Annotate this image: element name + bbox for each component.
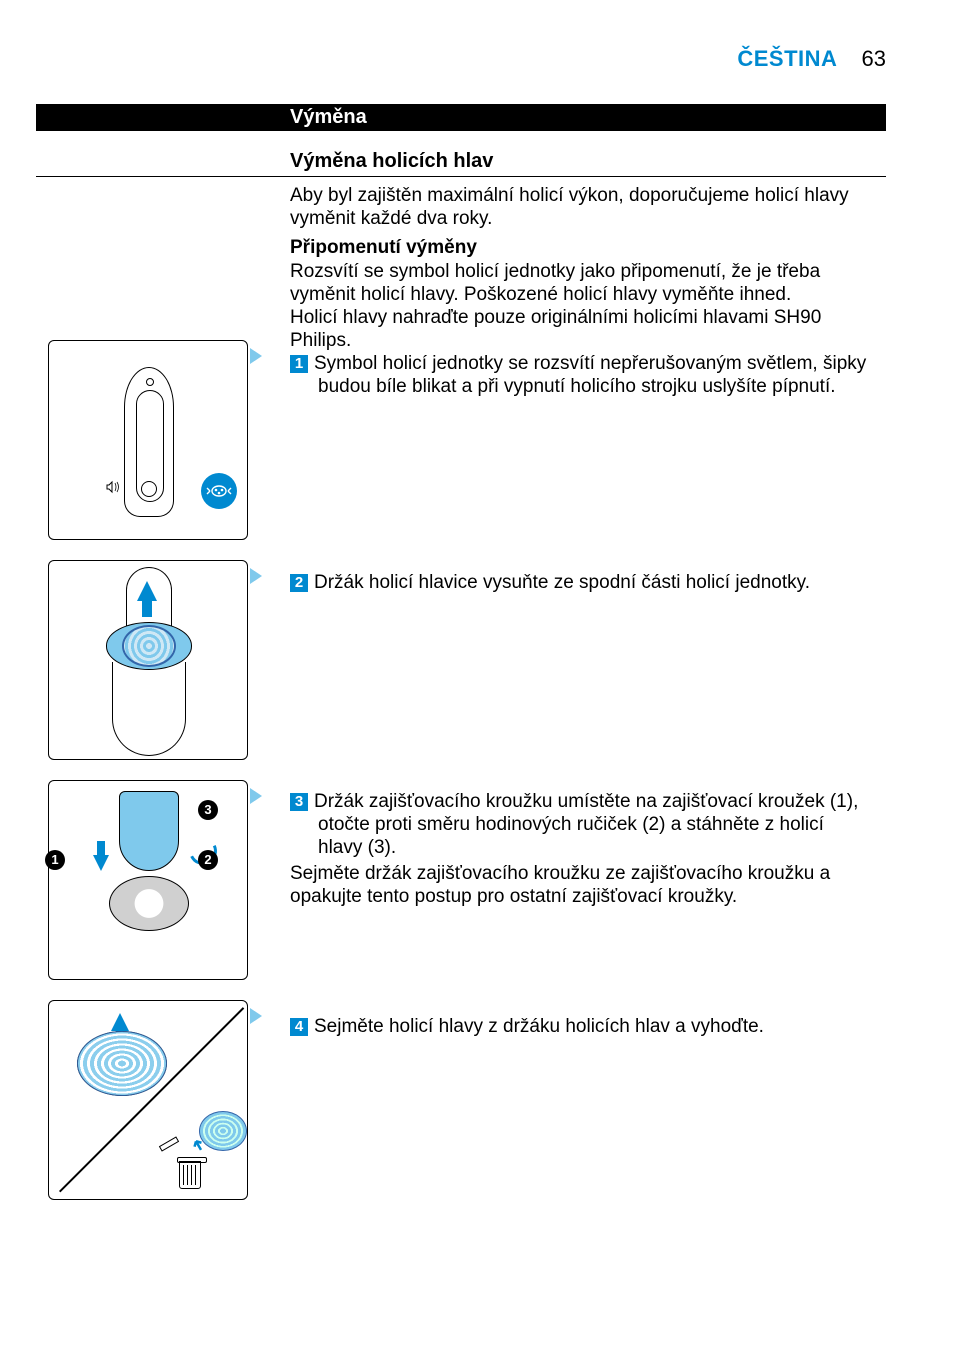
callout-3: 3 [198, 800, 218, 820]
step-1-text-b: budou bíle blikat a při vypnutí holicího… [290, 375, 886, 398]
reminder-heading: Připomenutí výměny [290, 237, 477, 259]
figure-1-pointer-icon [250, 348, 262, 364]
retaining-ring-icon [109, 876, 189, 931]
step-number-4: 4 [290, 1018, 308, 1036]
figure-3 [48, 780, 248, 980]
step-number-1: 1 [290, 355, 308, 373]
figure-4 [48, 1000, 248, 1200]
reminder-line2: Holicí hlavy nahraďte pouze originálními… [290, 307, 821, 351]
step-4: 4 Sejměte holicí hlavy z držáku holicích … [290, 1015, 886, 1038]
step-1: 1 Symbol holicí jednotky se rozsvítí nepř… [290, 352, 886, 398]
shaving-unit-mini-icon [141, 481, 157, 497]
figure-4-pointer-icon [250, 1008, 262, 1024]
arrow-up-icon [137, 581, 157, 601]
section-title: Výměna [290, 104, 367, 131]
component-icon [159, 1136, 179, 1151]
figure-2-pointer-icon [250, 568, 262, 584]
trash-lines-icon [183, 1165, 197, 1185]
shaving-unit-icon [201, 473, 237, 509]
ring-holder-tool-icon [119, 791, 179, 871]
section-bar [36, 104, 886, 131]
reminder-body: Rozsvítí se symbol holicí jednotky jako … [290, 260, 886, 352]
step-3-text-b: otočte proti směru hodinových ručiček (2… [290, 813, 886, 836]
language-label: ČEŠTINA [737, 46, 837, 71]
callout-2: 2 [198, 850, 218, 870]
shaving-head-ring-icon [77, 1031, 167, 1096]
sound-icon [105, 479, 121, 498]
page-header: ČEŠTINA 63 [737, 46, 886, 72]
diagonal-divider-icon [59, 1007, 244, 1192]
step-2: 2 Držák holicí hlavice vysuňte ze spodní … [290, 571, 886, 594]
arrow-down-small-icon [187, 1133, 207, 1153]
step-number-3: 3 [290, 793, 308, 811]
step-3-text-a: Držák zajišťovacího kroužku umístěte na … [314, 791, 858, 812]
subsection-title: Výměna holicích hlav [290, 150, 493, 173]
step-4-text: Sejměte holicí hlavy z držáku holicích h… [314, 1016, 764, 1037]
step-3: 3 Držák zajišťovacího kroužku umístěte na… [290, 790, 886, 859]
reminder-line1: Rozsvítí se symbol holicí jednotky jako … [290, 261, 820, 305]
page-number: 63 [862, 46, 886, 71]
step-2-text: Držák holicí hlavice vysuňte ze spodní č… [314, 572, 810, 593]
power-icon [146, 378, 154, 386]
step-3-extra: Sejměte držák zajišťovacího kroužku ze z… [290, 862, 886, 908]
arrow-up-stem-icon [142, 599, 152, 617]
arrow-down-icon [93, 855, 109, 871]
step-number-2: 2 [290, 574, 308, 592]
divider [36, 176, 886, 177]
intro-text: Aby byl zajištěn maximální holicí výkon,… [290, 184, 886, 230]
figure-1 [48, 340, 248, 540]
figure-2 [48, 560, 248, 760]
callout-1: 1 [45, 850, 65, 870]
step-1-text-a: Symbol holicí jednotky se rozsvítí nepře… [314, 353, 866, 374]
figure-3-pointer-icon [250, 788, 262, 804]
figure-4-content [59, 1011, 239, 1191]
step-3-text-c: hlavy (3). [290, 836, 886, 859]
